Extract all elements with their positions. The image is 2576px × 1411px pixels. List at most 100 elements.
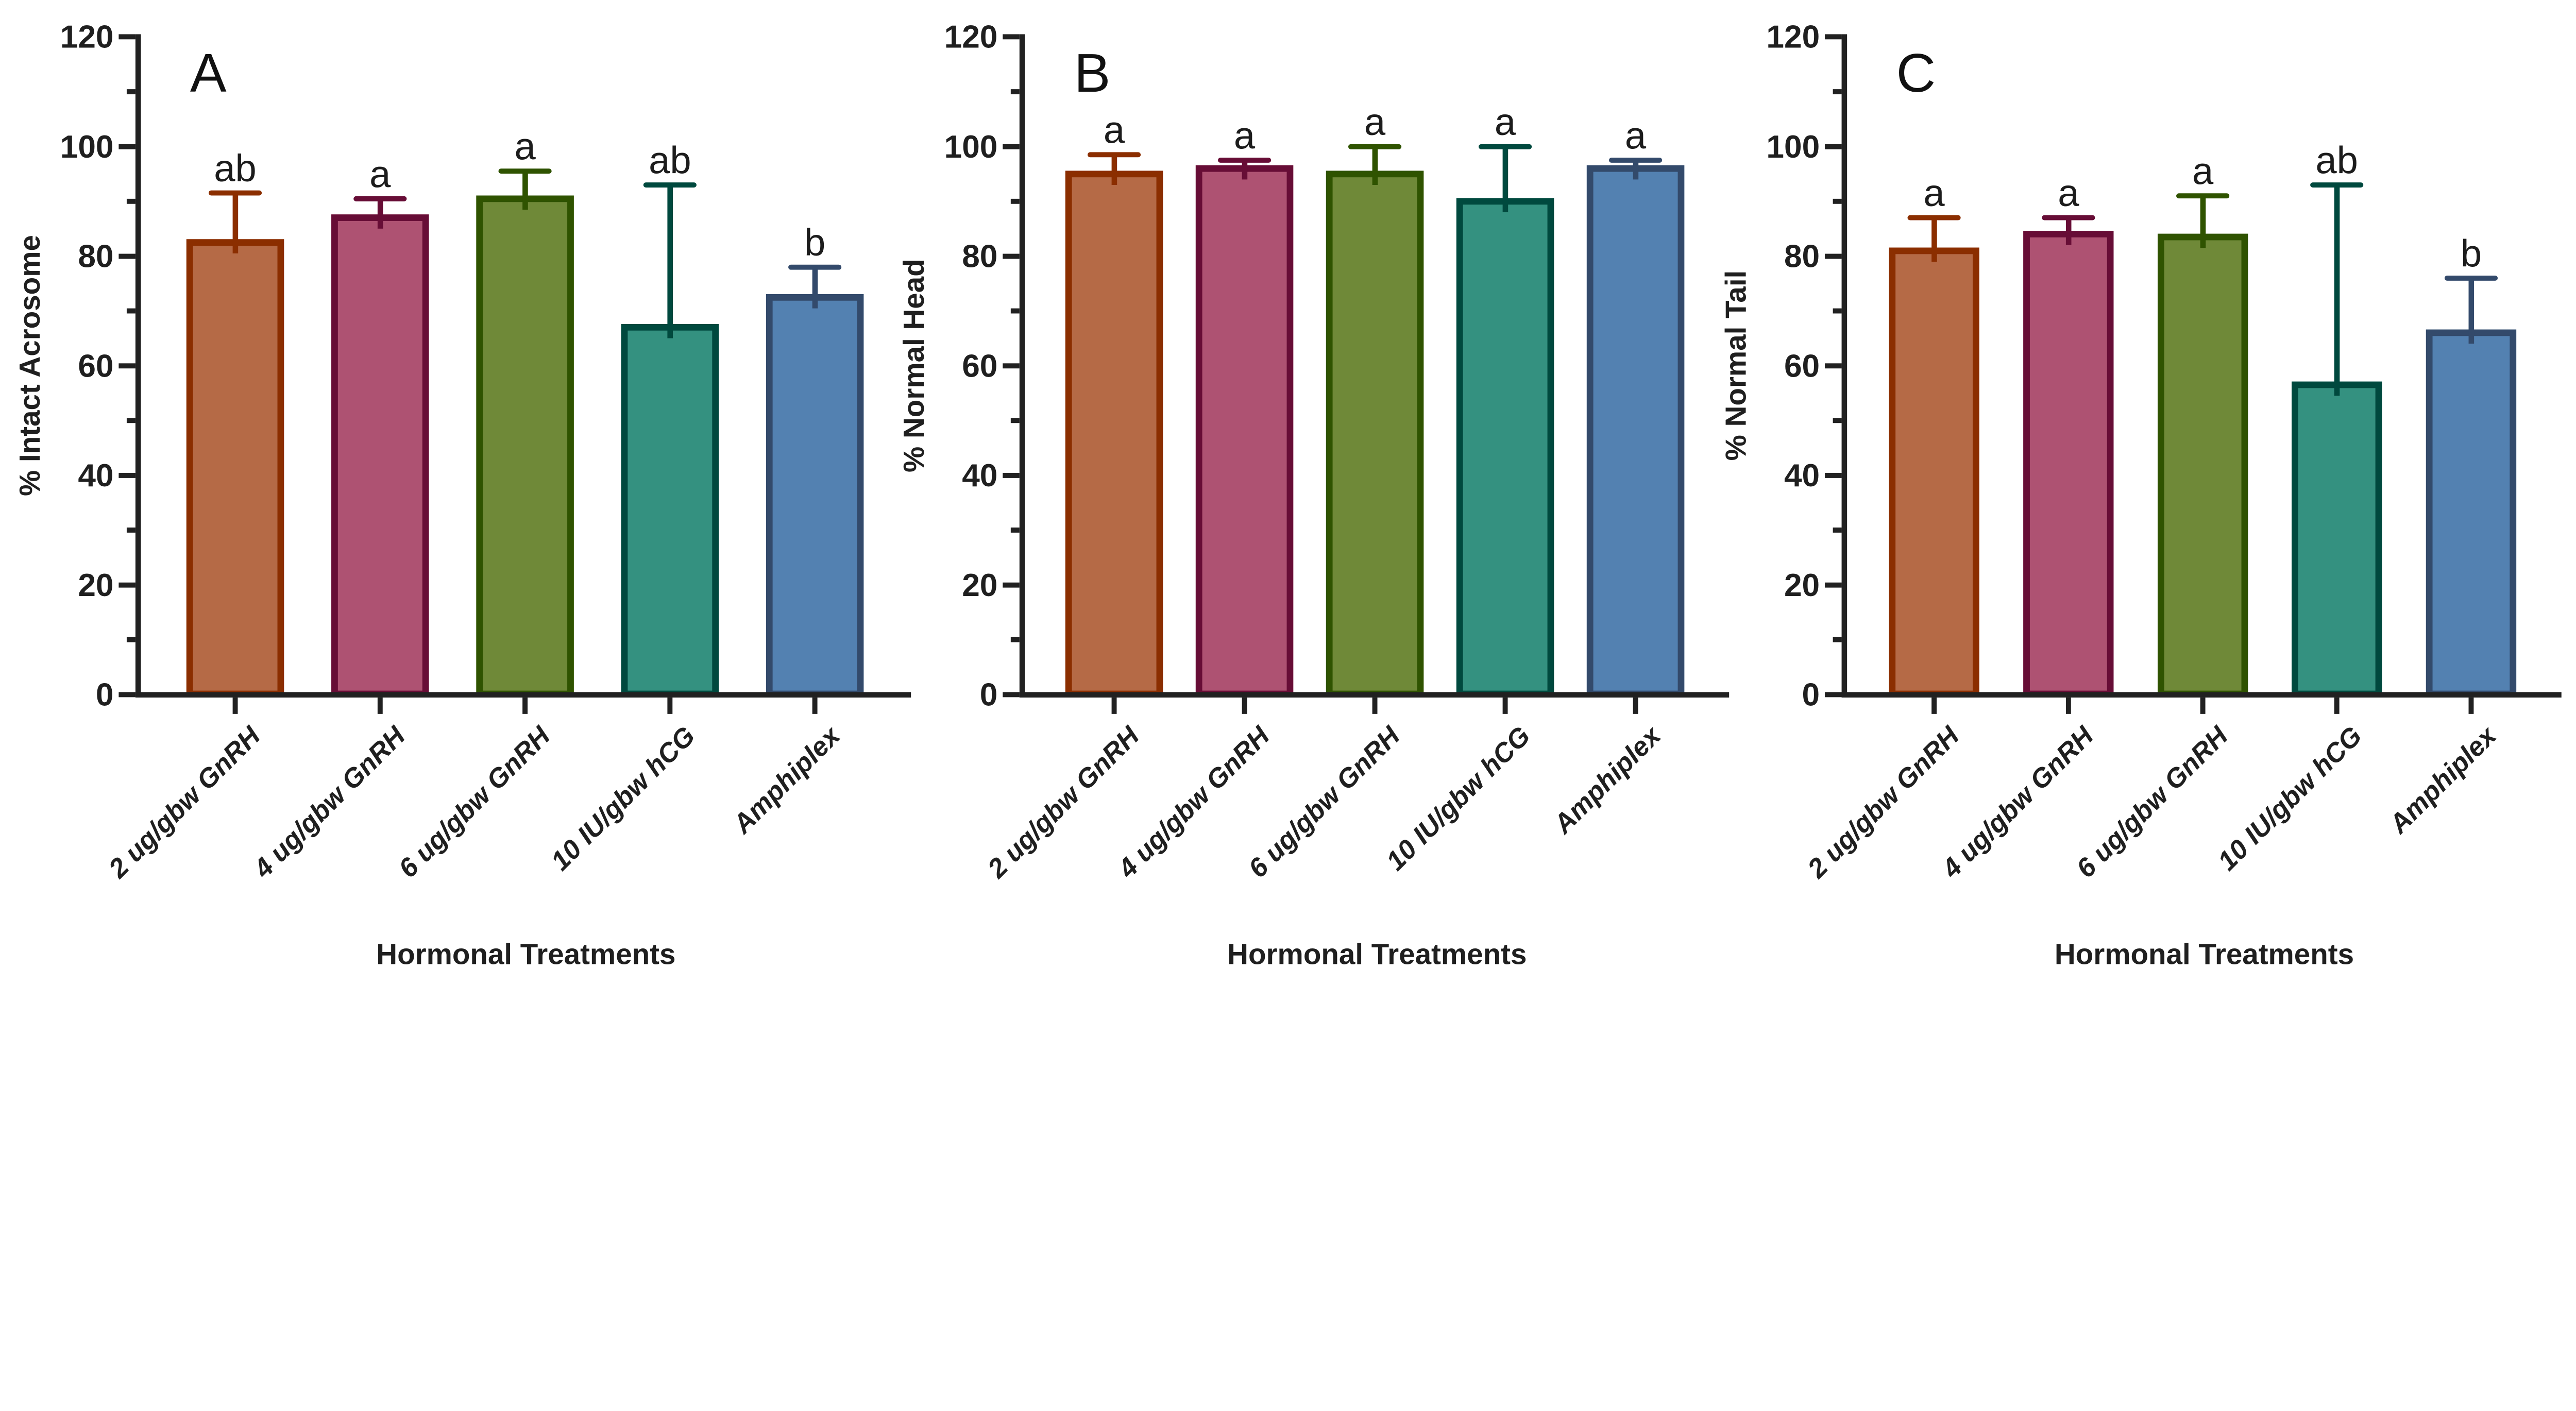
y-tick-label: 0 — [979, 676, 998, 713]
x-tick — [1502, 697, 1508, 714]
y-minor-tick — [1833, 418, 1842, 423]
bar-6 ug/gbw GnRH — [476, 195, 574, 698]
y-axis-line — [1019, 34, 1025, 698]
x-tick — [1111, 697, 1117, 714]
y-tick-label: 40 — [78, 457, 114, 494]
y-major-tick — [1003, 582, 1020, 588]
bar-4 ug/gbw GnRH — [331, 214, 429, 698]
bar-4 ug/gbw GnRH — [2023, 231, 2114, 698]
significance-letter: a — [1103, 109, 1125, 152]
y-major-tick — [1825, 34, 1842, 40]
y-minor-tick — [1833, 308, 1842, 314]
figure-stage: A % Intact Acrosome Hormonal Treatments … — [13, 19, 2562, 971]
y-tick-label: 0 — [1802, 676, 1820, 713]
error-bar-cap — [1217, 158, 1272, 163]
error-bar-line — [1242, 160, 1247, 180]
x-tick — [232, 697, 238, 714]
y-tick-label: 40 — [1784, 457, 1820, 494]
y-major-tick — [1825, 253, 1842, 259]
bar-Amphiplex — [1586, 165, 1685, 698]
significance-letter: ab — [2315, 139, 2358, 182]
error-bar-line — [2200, 196, 2206, 248]
x-category-label: Amphiplex — [726, 720, 846, 839]
y-minor-tick — [1010, 89, 1020, 94]
y-minor-tick — [1010, 308, 1020, 314]
y-tick-label: 20 — [962, 567, 998, 603]
error-bar-cap — [2176, 193, 2230, 199]
error-bar-cap — [1348, 144, 1402, 149]
error-bar-cap — [353, 196, 407, 201]
error-bar-line — [377, 198, 383, 229]
y-major-tick — [1003, 253, 1020, 259]
y-major-tick — [1003, 363, 1020, 368]
y-tick-label: 120 — [1766, 19, 1820, 55]
y-tick-label: 80 — [962, 237, 998, 274]
significance-letter: b — [2460, 232, 2482, 275]
error-bar-line — [2334, 184, 2340, 396]
error-bar-cap — [1907, 215, 1961, 220]
y-minor-tick — [126, 308, 135, 314]
y-minor-tick — [1010, 198, 1020, 204]
x-tick — [522, 697, 528, 714]
significance-letter: ab — [649, 139, 691, 182]
y-axis-line — [135, 34, 141, 698]
y-tick-label: 60 — [962, 347, 998, 384]
significance-letter: a — [1233, 114, 1256, 157]
y-major-tick — [118, 253, 135, 259]
error-bar-line — [667, 184, 673, 338]
x-tick — [812, 697, 818, 714]
x-tick — [1242, 697, 1247, 714]
bar-6 ug/gbw GnRH — [2157, 233, 2248, 698]
x-tick — [2468, 697, 2474, 714]
x-tick — [667, 697, 673, 714]
bar-2 ug/gbw GnRH — [1065, 171, 1163, 698]
significance-letter: a — [514, 125, 536, 168]
bar-2 ug/gbw GnRH — [186, 239, 284, 698]
significance-letter: a — [1494, 100, 1516, 144]
y-tick-label: 60 — [1784, 347, 1820, 384]
error-bar-line — [1502, 146, 1508, 213]
significance-letter: a — [1923, 172, 1945, 215]
x-tick — [377, 697, 383, 714]
x-axis-title-a: Hormonal Treatments — [376, 938, 676, 971]
y-tick-label: 120 — [60, 19, 114, 55]
x-category-label: Amphiplex — [2383, 720, 2502, 839]
y-axis-line — [1841, 34, 1848, 698]
error-bar-line — [522, 171, 528, 210]
bar-10 IU/gbw hCG — [1456, 198, 1554, 698]
x-category-label: Amphiplex — [1547, 720, 1667, 839]
error-bar-line — [1111, 155, 1117, 185]
error-bar-line — [2065, 217, 2072, 245]
error-bar-cap — [2444, 275, 2498, 281]
y-tick-label: 40 — [962, 457, 998, 494]
y-major-tick — [118, 144, 135, 149]
y-tick-label: 100 — [944, 128, 998, 165]
y-major-tick — [1825, 692, 1842, 698]
bar-6 ug/gbw GnRH — [1326, 171, 1424, 698]
error-bar-cap — [498, 168, 552, 174]
y-minor-tick — [1833, 89, 1842, 94]
error-bar-cap — [2042, 215, 2095, 220]
error-bar-cap — [643, 182, 697, 188]
x-category-label: 6 ug/gbw GnRH — [392, 720, 556, 884]
x-tick — [2334, 697, 2340, 714]
y-minor-tick — [126, 198, 135, 204]
significance-letter: ab — [214, 147, 257, 190]
x-axis-line — [1841, 692, 2562, 698]
error-bar-cap — [788, 264, 842, 270]
y-minor-tick — [1010, 418, 1020, 423]
bar-10 IU/gbw hCG — [621, 324, 719, 698]
x-tick — [2200, 697, 2206, 714]
x-axis-line — [135, 692, 911, 698]
panel-letter-a: A — [190, 42, 227, 104]
bar-10 IU/gbw hCG — [2292, 381, 2382, 698]
significance-letter: a — [1624, 114, 1647, 157]
y-major-tick — [1003, 144, 1020, 149]
y-major-tick — [1003, 34, 1020, 40]
x-axis-title-c: Hormonal Treatments — [2054, 938, 2354, 971]
y-minor-tick — [1833, 198, 1842, 204]
significance-letter: a — [369, 152, 391, 196]
y-tick-label: 80 — [1784, 237, 1820, 274]
error-bar-cap — [208, 190, 262, 196]
panel-letter-b: B — [1074, 42, 1111, 104]
